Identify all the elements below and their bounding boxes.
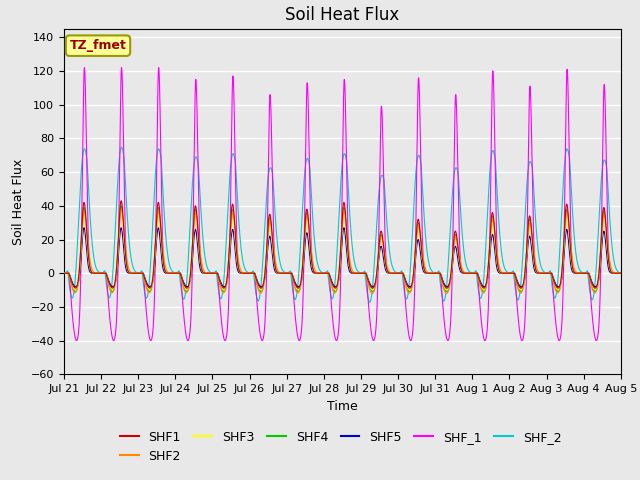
Y-axis label: Soil Heat Flux: Soil Heat Flux — [12, 158, 25, 245]
X-axis label: Time: Time — [327, 400, 358, 413]
Title: Soil Heat Flux: Soil Heat Flux — [285, 6, 399, 24]
Text: TZ_fmet: TZ_fmet — [70, 39, 127, 52]
Legend: SHF1, SHF2, SHF3, SHF4, SHF5, SHF_1, SHF_2: SHF1, SHF2, SHF3, SHF4, SHF5, SHF_1, SHF… — [115, 426, 566, 468]
